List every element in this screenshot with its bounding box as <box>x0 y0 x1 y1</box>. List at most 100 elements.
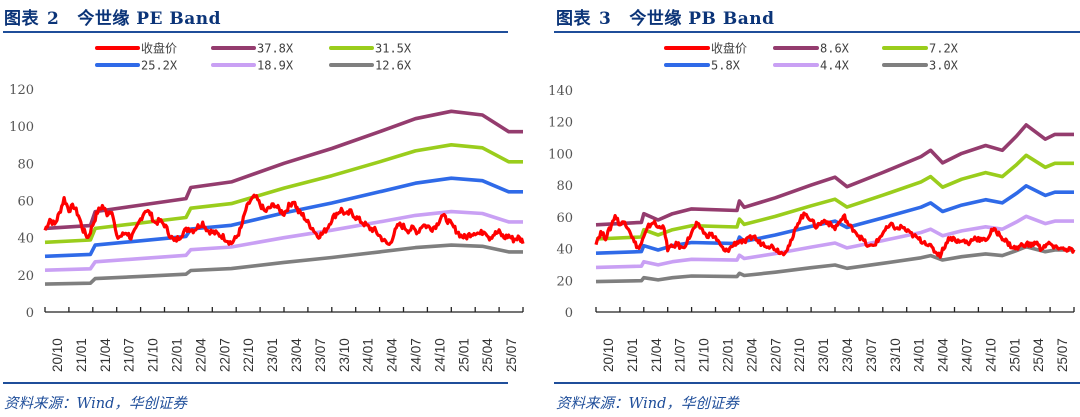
x-tick-label: 25/01 <box>456 338 471 372</box>
x-tick-label: 22/07 <box>217 338 232 372</box>
y-tick-label: 120 <box>548 116 573 131</box>
x-tick-label: 23/04 <box>289 338 304 372</box>
x-tick-label: 22/10 <box>792 338 807 372</box>
x-tick-label: 21/10 <box>697 338 712 372</box>
legend-item: 5.8X <box>664 59 741 73</box>
y-tick-label: 100 <box>548 147 573 162</box>
y-tick-label: 80 <box>556 179 573 194</box>
y-tick-label: 60 <box>556 211 573 226</box>
y-tick-label: 0 <box>565 306 573 321</box>
legend-item: 收盘价 <box>95 41 177 56</box>
x-tick-label: 21/07 <box>122 338 137 372</box>
x-tick-label: 24/07 <box>408 338 423 372</box>
band-line-18_9X <box>44 209 523 272</box>
x-tick-label: 21/01 <box>625 338 640 372</box>
band-line-7_2X <box>595 153 1074 241</box>
x-tick-label: 21/07 <box>673 338 688 372</box>
source-note: 资料来源：Wind，华创证券 <box>4 396 187 412</box>
title-text: 今世缘 PB Band <box>629 9 775 29</box>
x-tick-label: 24/01 <box>912 338 927 372</box>
title-number: 3 <box>599 9 612 29</box>
x-tick-label: 25/04 <box>480 338 495 372</box>
x-tick-label: 24/10 <box>432 338 447 372</box>
y-tick-label: 40 <box>17 232 34 247</box>
x-tick-label: 23/10 <box>337 338 352 372</box>
title-prefix: 图表 <box>4 9 39 29</box>
legend-item: 8.6X <box>773 42 850 56</box>
legend-item: 37.8X <box>211 42 294 56</box>
y-tick-label: 40 <box>556 243 573 258</box>
x-tick-label: 20/10 <box>601 338 616 372</box>
bottom-divider <box>554 382 1080 384</box>
x-tick-label: 24/04 <box>385 338 400 372</box>
band-line-31_5X <box>44 143 523 245</box>
legend-label: 8.6X <box>820 42 850 56</box>
x-tick-label: 25/01 <box>1007 338 1022 372</box>
bottom-divider <box>3 382 508 384</box>
legend-item: 收盘价 <box>664 41 747 56</box>
y-tick-label: 20 <box>556 274 573 289</box>
band-line-4_4X <box>595 214 1074 270</box>
x-tick-label: 21/01 <box>74 338 89 372</box>
title-number: 2 <box>47 9 60 29</box>
legend-item: 7.2X <box>882 42 959 56</box>
legend-item: 3.0X <box>882 59 959 73</box>
y-tick-label: 20 <box>17 269 34 284</box>
x-tick-label: 22/07 <box>768 338 783 372</box>
legend-item: 12.6X <box>329 59 412 73</box>
legend-label: 7.2X <box>929 42 959 56</box>
x-tick-label: 23/10 <box>888 338 903 372</box>
pe-band-chart: 收盘价 37.8X 31.5X 25.2X 18.9X 12.6X 0 20 40 60 80 100… <box>9 41 525 372</box>
x-tick-label: 23/07 <box>313 338 328 372</box>
legend-label: 12.6X <box>375 59 412 73</box>
y-tick-label: 140 <box>548 84 573 99</box>
legend-label: 收盘价 <box>141 41 177 56</box>
x-tick-label: 21/04 <box>98 338 113 372</box>
legend-label: 3.0X <box>929 59 959 73</box>
x-tick-label: 25/07 <box>504 338 519 372</box>
title-prefix: 图表 <box>556 9 591 29</box>
x-tick-label: 22/04 <box>744 338 759 372</box>
y-tick-label: 60 <box>17 195 34 210</box>
price-line <box>594 211 1076 259</box>
x-tick-label: 25/07 <box>1055 338 1070 372</box>
x-tick-label: 24/04 <box>936 338 951 372</box>
legend-label: 25.2X <box>141 59 178 73</box>
x-tick-label: 21/04 <box>649 338 664 372</box>
legend-label: 31.5X <box>375 42 412 56</box>
top-divider <box>554 31 1080 33</box>
top-divider <box>3 31 508 33</box>
x-tick-label: 22/04 <box>193 338 208 372</box>
x-tick-label: 22/01 <box>169 338 184 372</box>
band-line-3_0X <box>595 244 1074 284</box>
x-tick-label: 20/10 <box>50 338 65 372</box>
legend-label: 18.9X <box>257 59 294 73</box>
x-tick-label: 24/10 <box>983 338 998 372</box>
band-line-8_6X <box>595 123 1074 227</box>
legend-item: 18.9X <box>211 59 294 73</box>
x-tick-label: 23/07 <box>864 338 879 372</box>
y-tick-label: 100 <box>9 120 34 135</box>
legend-item: 25.2X <box>95 59 178 73</box>
y-tick-label: 80 <box>17 157 34 172</box>
legend-label: 4.4X <box>820 59 850 73</box>
pe-band-panel: 图表 2 今世缘 PE Band 收盘价 37.8X 31.5X 25.2X 18.9X 12… <box>3 4 525 412</box>
price-line <box>43 193 525 246</box>
chart-title: 图表 2 今世缘 PE Band <box>4 4 221 29</box>
x-tick-label: 22/10 <box>241 338 256 372</box>
pb-band-panel: 图表 3 今世缘 PB Band 收盘价 8.6X 7.2X 5.8X 4.4X 3.0X 0 2… <box>540 0 1080 417</box>
band-line-37_8X <box>44 109 523 231</box>
x-tick-label: 22/01 <box>720 338 735 372</box>
x-tick-label: 23/01 <box>816 338 831 372</box>
y-tick-label: 0 <box>26 306 34 321</box>
y-tick-label: 120 <box>9 83 34 98</box>
x-tick-label: 24/07 <box>959 338 974 372</box>
x-tick-label: 23/04 <box>840 338 855 372</box>
legend-item: 31.5X <box>329 42 412 56</box>
legend-label: 37.8X <box>257 42 294 56</box>
x-tick-label: 24/01 <box>361 338 376 372</box>
legend-label: 收盘价 <box>711 41 747 56</box>
source-note: 资料来源：Wind，华创证券 <box>556 396 739 412</box>
x-tick-label: 23/01 <box>265 338 280 372</box>
x-tick-label: 21/10 <box>146 338 161 372</box>
